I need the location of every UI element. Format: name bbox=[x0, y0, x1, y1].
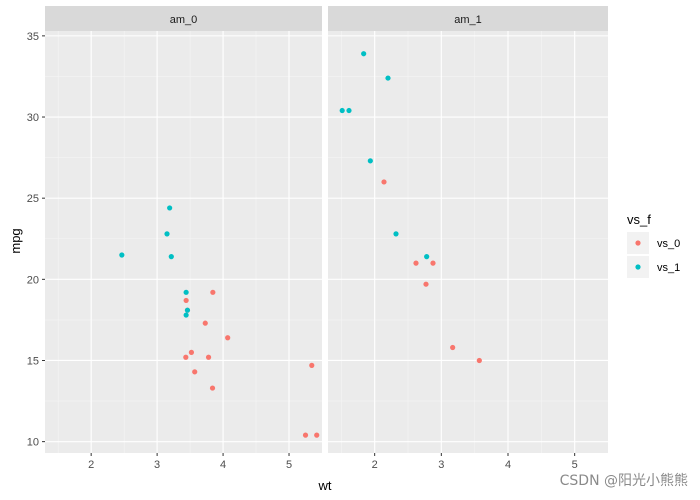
legend-label-vs_1: vs_1 bbox=[657, 262, 680, 274]
point-vs_1 bbox=[346, 107, 352, 114]
x-tick-label: 4 bbox=[220, 459, 226, 471]
point-vs_0 bbox=[309, 362, 315, 368]
watermark: CSDN @阳光小熊熊 bbox=[559, 473, 688, 489]
legend-label-vs_0: vs_0 bbox=[657, 238, 680, 250]
panels-layer: am_0 2 3 4 5 am_1 2 3 4 5 10 15 20 25 30 35 bbox=[27, 6, 608, 471]
legend-key-vs_1 bbox=[635, 264, 641, 270]
point-vs_0 bbox=[314, 432, 320, 438]
strip-label-am_1: am_1 bbox=[454, 14, 482, 26]
strip-am_1 bbox=[328, 6, 608, 31]
strip-am_0 bbox=[45, 6, 322, 31]
point-vs_0 bbox=[302, 432, 309, 438]
point-vs_0 bbox=[476, 357, 482, 364]
strip-label-am_0: am_0 bbox=[170, 14, 198, 26]
point-vs_1 bbox=[424, 254, 430, 260]
y-axis-title: mpg bbox=[8, 228, 23, 253]
y-tick-label: 30 bbox=[27, 112, 39, 124]
x-tick-label: 5 bbox=[286, 459, 292, 471]
legend-keys: vs_0 vs_1 bbox=[627, 232, 680, 278]
point-vs_1 bbox=[184, 307, 191, 313]
y-tick-label: 25 bbox=[27, 193, 39, 205]
x-tick-label: 2 bbox=[372, 459, 378, 471]
y-tick-label: 15 bbox=[27, 355, 39, 367]
y-tick-label: 35 bbox=[27, 31, 39, 43]
point-vs_0 bbox=[188, 349, 195, 355]
x-tick-label: 3 bbox=[438, 459, 444, 471]
point-vs_0 bbox=[381, 179, 387, 185]
legend-title: vs_f bbox=[627, 212, 651, 227]
x-tick-label: 5 bbox=[572, 459, 578, 471]
point-vs_0 bbox=[423, 281, 429, 287]
point-vs_0 bbox=[430, 260, 436, 266]
point-vs_1 bbox=[393, 231, 399, 237]
x-tick-label: 2 bbox=[88, 459, 94, 471]
point-vs_0 bbox=[225, 335, 231, 341]
point-vs_0 bbox=[210, 289, 216, 295]
point-vs_0 bbox=[209, 385, 216, 391]
point-vs_1 bbox=[164, 231, 170, 237]
plot-background-am_0 bbox=[45, 31, 322, 453]
y-tick-label: 10 bbox=[27, 437, 39, 449]
point-vs_0 bbox=[413, 260, 419, 266]
point-vs_0 bbox=[192, 369, 198, 375]
point-vs_1 bbox=[183, 289, 189, 295]
x-tick-label: 3 bbox=[154, 459, 160, 471]
legend: vs_f vs_0 vs_1 bbox=[627, 212, 680, 278]
point-vs_1 bbox=[168, 254, 174, 260]
point-vs_0 bbox=[205, 354, 212, 360]
point-vs_0 bbox=[450, 344, 456, 351]
point-vs_1 bbox=[183, 312, 189, 318]
panel-am_0: am_0 2 3 4 5 bbox=[45, 6, 322, 471]
point-vs_1 bbox=[367, 158, 373, 164]
point-vs_0 bbox=[183, 354, 189, 360]
x-axis-title: wt bbox=[318, 478, 332, 493]
legend-key-vs_0 bbox=[635, 240, 641, 246]
point-vs_0 bbox=[202, 320, 208, 326]
y-tick-label: 20 bbox=[27, 274, 39, 286]
point-vs_1 bbox=[361, 51, 367, 57]
plot-background-am_1 bbox=[328, 31, 608, 453]
point-vs_1 bbox=[167, 205, 173, 211]
panel-am_1: am_1 2 3 4 5 bbox=[328, 6, 608, 471]
point-vs_1 bbox=[119, 252, 125, 258]
point-vs_0 bbox=[183, 297, 189, 304]
point-vs_1 bbox=[339, 107, 345, 114]
x-tick-label: 4 bbox=[505, 459, 511, 471]
point-vs_1 bbox=[385, 75, 391, 81]
